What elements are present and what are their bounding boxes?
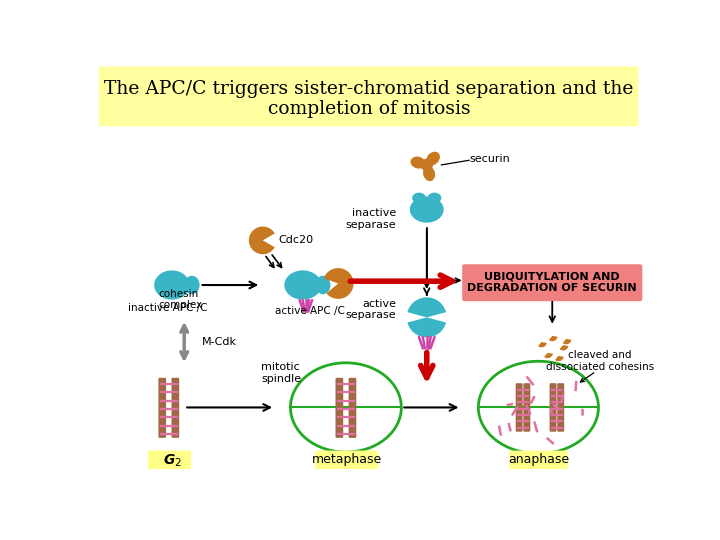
Ellipse shape xyxy=(410,197,444,222)
FancyBboxPatch shape xyxy=(557,383,564,431)
Ellipse shape xyxy=(184,276,199,294)
Ellipse shape xyxy=(423,166,435,181)
Text: anaphase: anaphase xyxy=(508,453,569,467)
FancyBboxPatch shape xyxy=(99,66,639,126)
FancyBboxPatch shape xyxy=(549,383,557,431)
Text: active
separase: active separase xyxy=(346,299,396,320)
Text: completion of mitosis: completion of mitosis xyxy=(268,100,470,118)
FancyBboxPatch shape xyxy=(336,378,343,438)
Wedge shape xyxy=(324,268,354,299)
Wedge shape xyxy=(249,226,275,254)
Wedge shape xyxy=(549,336,557,341)
Text: securin: securin xyxy=(469,154,510,164)
FancyBboxPatch shape xyxy=(509,450,567,469)
Text: mitotic
spindle: mitotic spindle xyxy=(261,362,302,383)
Wedge shape xyxy=(544,353,553,358)
Text: DEGRADATION OF SECURIN: DEGRADATION OF SECURIN xyxy=(467,283,637,293)
Text: metaphase: metaphase xyxy=(312,453,382,467)
Text: Cdc20: Cdc20 xyxy=(278,235,313,245)
Wedge shape xyxy=(538,342,546,347)
Ellipse shape xyxy=(315,276,330,294)
Wedge shape xyxy=(408,318,446,338)
Ellipse shape xyxy=(420,159,433,171)
Wedge shape xyxy=(562,339,572,345)
Text: inactive APC /C: inactive APC /C xyxy=(127,303,207,313)
FancyBboxPatch shape xyxy=(348,378,356,438)
Text: M-Cdk: M-Cdk xyxy=(202,337,237,347)
Wedge shape xyxy=(408,298,446,318)
Text: inactive
separase: inactive separase xyxy=(346,208,396,230)
Wedge shape xyxy=(559,345,568,350)
Text: cleaved and
dissociated cohesins: cleaved and dissociated cohesins xyxy=(546,350,654,372)
Text: UBIQUITYLATION AND: UBIQUITYLATION AND xyxy=(485,272,620,281)
Ellipse shape xyxy=(154,271,189,300)
FancyBboxPatch shape xyxy=(148,450,191,469)
FancyBboxPatch shape xyxy=(462,264,642,301)
Ellipse shape xyxy=(428,193,441,204)
Ellipse shape xyxy=(284,271,321,300)
Text: G: G xyxy=(164,453,175,467)
Wedge shape xyxy=(555,356,564,361)
FancyBboxPatch shape xyxy=(158,378,166,438)
FancyBboxPatch shape xyxy=(315,450,378,469)
Ellipse shape xyxy=(412,193,426,204)
FancyBboxPatch shape xyxy=(171,378,179,438)
Text: The APC/C triggers sister-chromatid separation and the: The APC/C triggers sister-chromatid sepa… xyxy=(104,80,634,98)
Ellipse shape xyxy=(426,152,440,165)
Text: cohesin
complex: cohesin complex xyxy=(158,289,202,310)
Text: 2: 2 xyxy=(175,458,181,468)
Ellipse shape xyxy=(410,157,426,168)
FancyBboxPatch shape xyxy=(523,383,531,431)
Text: active APC /C: active APC /C xyxy=(275,306,345,316)
FancyBboxPatch shape xyxy=(516,383,523,431)
